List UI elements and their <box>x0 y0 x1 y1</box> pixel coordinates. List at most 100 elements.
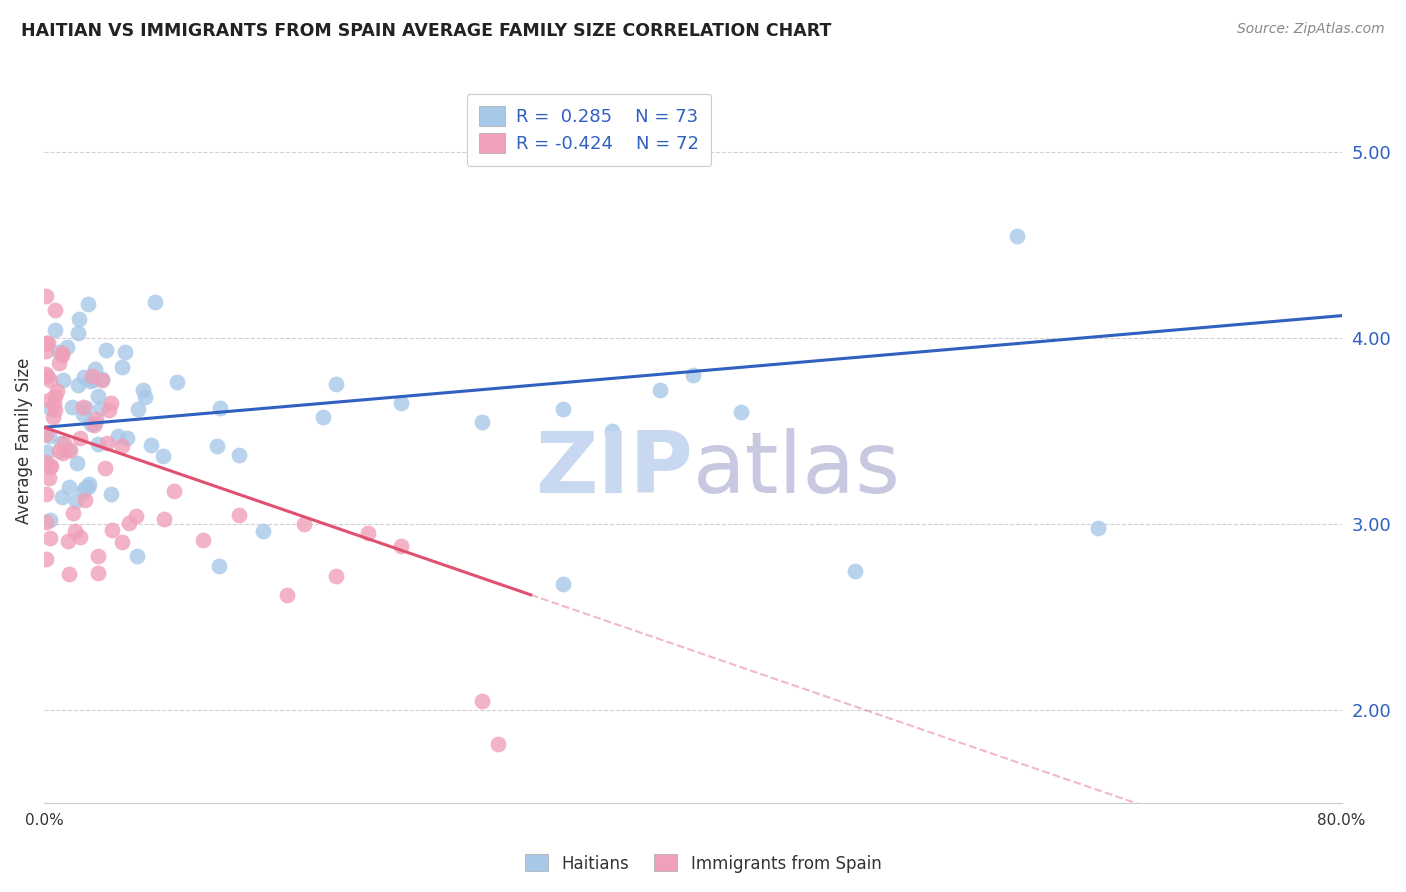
Point <box>228 508 250 522</box>
Point <box>51 346 73 360</box>
Point <box>87 389 110 403</box>
Point <box>208 559 231 574</box>
Point <box>208 401 231 416</box>
Point <box>125 549 148 563</box>
Point <box>44 396 66 410</box>
Point <box>152 450 174 464</box>
Point <box>66 456 89 470</box>
Point <box>1087 521 1109 535</box>
Point <box>48 443 70 458</box>
Point <box>77 476 100 491</box>
Point <box>111 535 134 549</box>
Point <box>35 487 58 501</box>
Point <box>551 576 574 591</box>
Point <box>139 437 162 451</box>
Point <box>111 360 134 375</box>
Point <box>39 373 62 387</box>
Point <box>252 524 274 538</box>
Point <box>38 401 60 416</box>
Point <box>48 344 70 359</box>
Point <box>91 372 114 386</box>
Point <box>389 396 412 410</box>
Point <box>107 428 129 442</box>
Text: atlas: atlas <box>693 428 901 511</box>
Point <box>191 533 214 547</box>
Point <box>52 373 75 387</box>
Point <box>44 389 66 403</box>
Point <box>35 455 58 469</box>
Point <box>125 509 148 524</box>
Point <box>325 569 347 583</box>
Point <box>83 416 105 430</box>
Point <box>205 439 228 453</box>
Point <box>101 523 124 537</box>
Point <box>59 442 82 457</box>
Point <box>39 459 62 474</box>
Point <box>69 432 91 446</box>
Point <box>49 435 72 450</box>
Point <box>67 312 90 326</box>
Point <box>37 335 59 350</box>
Point <box>94 343 117 357</box>
Point <box>682 368 704 383</box>
Point <box>83 362 105 376</box>
Point <box>51 348 73 362</box>
Point <box>100 487 122 501</box>
Y-axis label: Average Family Size: Average Family Size <box>15 357 32 524</box>
Point <box>311 409 333 424</box>
Point <box>65 494 87 508</box>
Point <box>72 400 94 414</box>
Point <box>228 448 250 462</box>
Point <box>486 737 509 751</box>
Point <box>86 549 108 563</box>
Point <box>111 439 134 453</box>
Point <box>600 424 623 438</box>
Point <box>58 566 80 581</box>
Point <box>84 411 107 425</box>
Point <box>276 588 298 602</box>
Point <box>114 345 136 359</box>
Point <box>67 326 90 340</box>
Point <box>153 512 176 526</box>
Point <box>166 376 188 390</box>
Point <box>93 461 115 475</box>
Point <box>471 694 494 708</box>
Point <box>83 417 105 432</box>
Point <box>37 445 59 459</box>
Point <box>63 524 86 539</box>
Point <box>51 491 73 505</box>
Point <box>132 383 155 397</box>
Point <box>292 517 315 532</box>
Point <box>58 480 80 494</box>
Point <box>35 369 58 384</box>
Point <box>48 356 70 370</box>
Point <box>72 408 94 422</box>
Point <box>60 400 83 414</box>
Point <box>844 564 866 578</box>
Point <box>118 516 141 530</box>
Point <box>73 369 96 384</box>
Text: ZIP: ZIP <box>536 428 693 511</box>
Point <box>58 534 80 549</box>
Point <box>38 513 60 527</box>
Point <box>42 409 65 424</box>
Point <box>75 492 97 507</box>
Point <box>56 340 79 354</box>
Point <box>134 390 156 404</box>
Legend: R =  0.285    N = 73, R = -0.424    N = 72: R = 0.285 N = 73, R = -0.424 N = 72 <box>467 94 711 166</box>
Point <box>73 481 96 495</box>
Point <box>35 289 58 303</box>
Point <box>163 483 186 498</box>
Point <box>35 552 58 566</box>
Point <box>730 405 752 419</box>
Point <box>82 373 104 387</box>
Point <box>389 540 412 554</box>
Point <box>62 506 84 520</box>
Point <box>98 403 121 417</box>
Point <box>35 335 58 350</box>
Point <box>66 378 89 392</box>
Point <box>69 530 91 544</box>
Point <box>325 377 347 392</box>
Point <box>115 431 138 445</box>
Point <box>38 429 60 443</box>
